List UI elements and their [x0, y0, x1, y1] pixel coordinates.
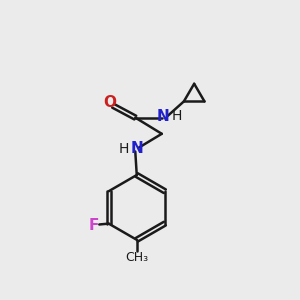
- Text: N: N: [157, 109, 169, 124]
- Text: F: F: [89, 218, 99, 232]
- Text: H: H: [172, 110, 182, 123]
- Text: CH₃: CH₃: [125, 251, 148, 264]
- Text: O: O: [103, 95, 116, 110]
- Text: N: N: [130, 141, 143, 156]
- Text: H: H: [118, 142, 129, 156]
